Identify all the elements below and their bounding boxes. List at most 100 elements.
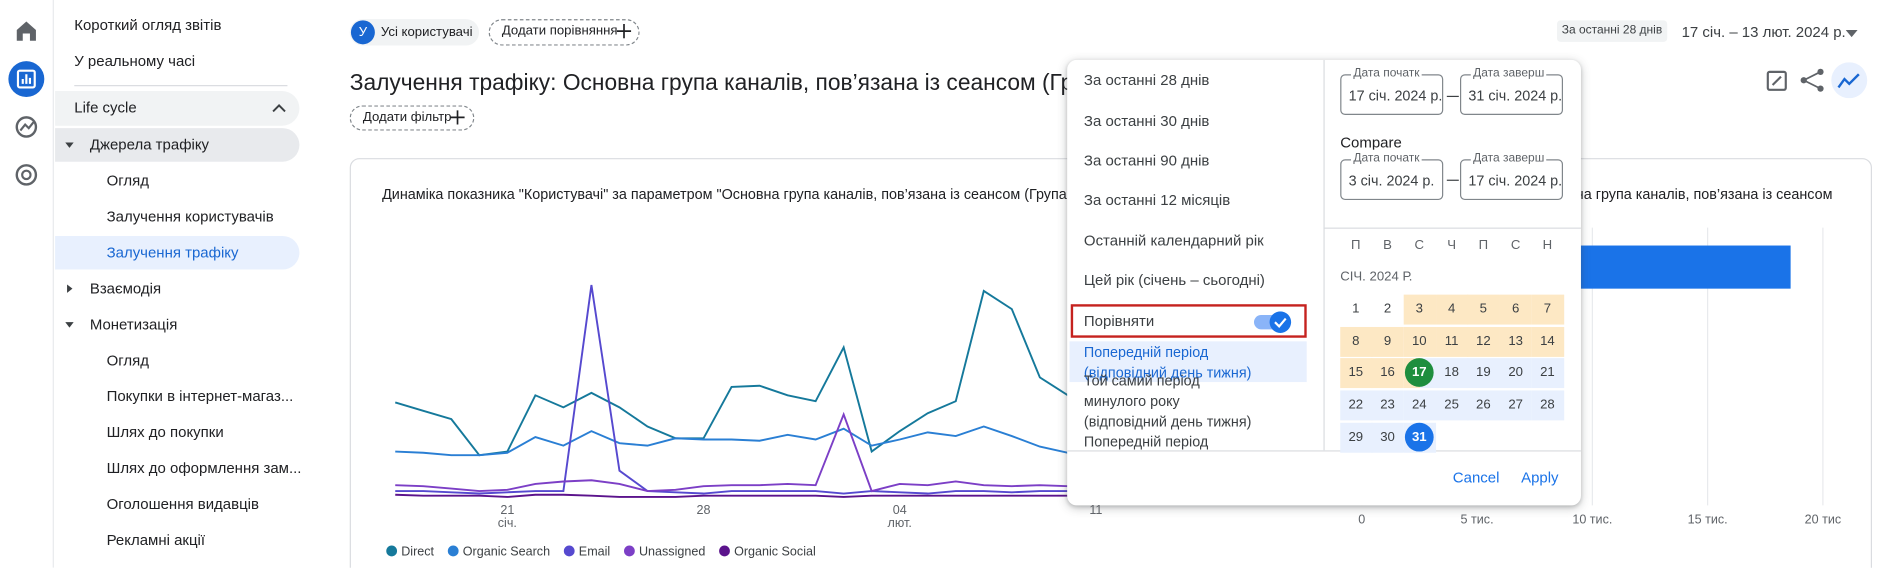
home-icon[interactable] [16, 21, 36, 41]
series-line [394, 289, 1097, 457]
date-field[interactable]: Дата заверш 17 січ. 2024 р. [1459, 149, 1563, 201]
nav-item[interactable]: Огляд [106, 352, 149, 369]
preset[interactable]: За останні 28 днів [1083, 71, 1210, 89]
day[interactable]: 21 [1540, 365, 1555, 380]
nav-item[interactable]: Огляд [106, 172, 149, 190]
group-bg [55, 128, 300, 162]
day[interactable]: 28 [1540, 397, 1555, 413]
day[interactable]: 20 [1508, 365, 1524, 380]
day[interactable]: 29 [1348, 429, 1364, 445]
advertising-icon[interactable] [15, 164, 38, 186]
legend-swatch [386, 545, 398, 557]
day[interactable]: 31 [1411, 429, 1427, 445]
date-range[interactable]: 17 січ. – 13 лют. 2024 р. [1681, 23, 1846, 41]
legend-label: Unassigned [639, 545, 705, 559]
x-tick-label: 20 тис [1805, 512, 1842, 526]
compare-option[interactable]: Попередній період (відповідний день тижн… [1083, 343, 1252, 381]
day[interactable]: 19 [1476, 365, 1491, 380]
preset[interactable]: За останні 90 днів [1083, 152, 1210, 169]
day[interactable]: 6 [1512, 301, 1520, 317]
nav-item[interactable]: Покупки в інтернет-магаз... [106, 388, 294, 405]
option-highlight [1069, 341, 1307, 383]
day[interactable]: 2 [1383, 301, 1392, 317]
preset[interactable]: За останні 30 днів [1083, 112, 1210, 130]
compare-label[interactable]: Порівняти [1083, 312, 1155, 330]
weekday: П [1351, 238, 1361, 253]
compare-option[interactable]: Попередній період [1083, 433, 1209, 451]
day[interactable]: 13 [1508, 334, 1524, 349]
day[interactable]: 14 [1540, 334, 1555, 349]
day[interactable]: 26 [1476, 397, 1491, 413]
insights-icon[interactable] [1831, 62, 1868, 99]
range-cell [1339, 357, 1373, 388]
x-tick-label: 15 тис. [1688, 512, 1728, 526]
date-caret[interactable] [1845, 29, 1858, 38]
nav-item[interactable]: Life cycle [74, 99, 137, 117]
day[interactable]: 4 [1447, 301, 1456, 317]
nav-item[interactable]: Оголошення видавців [106, 495, 259, 513]
add-filter-label: Додати фільтр [362, 110, 452, 125]
picker-column-divider [1323, 59, 1325, 451]
preset[interactable]: Цей рік (січень – сьогодні) [1083, 271, 1265, 289]
date-field[interactable]: Дата початк 17 січ. 2024 р. [1340, 64, 1444, 115]
day[interactable]: 17 [1411, 365, 1427, 380]
advertising-glyph [21, 169, 32, 181]
day[interactable]: 5 [1479, 301, 1488, 317]
nav-item[interactable]: Шлях до покупки [106, 423, 224, 441]
customize-icon[interactable] [1766, 70, 1787, 91]
explore-icon[interactable] [15, 116, 38, 138]
day[interactable]: 23 [1380, 397, 1395, 413]
cancel-button[interactable]: Cancel [1452, 469, 1500, 487]
weekday: Ч [1447, 238, 1457, 253]
apply-button[interactable]: Apply [1521, 469, 1559, 487]
compare-option[interactable]: Той самий період минулого року (відповід… [1083, 372, 1252, 430]
day[interactable]: 25 [1444, 397, 1459, 413]
series-line [395, 425, 1097, 457]
weekday: Н [1542, 238, 1553, 253]
range-cell [1435, 326, 1468, 357]
day[interactable]: 15 [1348, 365, 1364, 380]
day[interactable]: 10 [1411, 334, 1427, 349]
day[interactable]: 30 [1380, 429, 1395, 445]
nav-item[interactable]: Джерела трафіку [89, 136, 210, 154]
rail-icons [8, 21, 45, 186]
day[interactable]: 3 [1415, 301, 1423, 317]
preset[interactable]: За останні 12 місяців [1083, 191, 1231, 209]
day[interactable]: 7 [1543, 301, 1552, 317]
day[interactable]: 11 [1444, 334, 1459, 349]
day[interactable]: 9 [1383, 334, 1392, 349]
nav-item[interactable]: Залучення користувачів [106, 208, 274, 226]
range-cell [1499, 294, 1532, 324]
day[interactable]: 27 [1508, 397, 1524, 413]
date-field[interactable]: Дата заверш 31 січ. 2024 р. [1459, 64, 1563, 115]
nav: Короткий огляд звітів У реальному часі Lif… [54, 0, 323, 568]
legend-swatch [447, 545, 459, 557]
day[interactable]: 22 [1348, 397, 1364, 413]
nav-item[interactable]: Шлях до оформлення зам... [106, 459, 302, 477]
nav-item[interactable]: Залучення трафіку [106, 244, 239, 262]
day[interactable]: 8 [1352, 334, 1360, 349]
x-tick-label: 0 [1358, 512, 1365, 526]
nav-item[interactable]: У реальному часі [74, 52, 196, 70]
day[interactable]: 24 [1411, 397, 1427, 413]
range-cell [1467, 357, 1500, 388]
date-field-value: 17 січ. 2024 р. [1468, 172, 1563, 190]
add-comparison[interactable] [488, 19, 640, 46]
nav-item[interactable]: Рекламні акції [106, 531, 206, 549]
nav-item[interactable]: Взаємодія [89, 280, 162, 298]
weekday: П [1478, 238, 1489, 253]
day[interactable]: 18 [1444, 365, 1459, 380]
add-filter[interactable] [349, 105, 475, 131]
date-field-label: Дата заверш [1470, 149, 1547, 169]
range-cell [1371, 422, 1404, 453]
nav-item[interactable]: Монетизація [89, 316, 178, 333]
day[interactable]: 12 [1476, 334, 1491, 349]
compare-toggle[interactable] [1253, 311, 1292, 333]
nav-item[interactable]: Короткий огляд звітів [74, 16, 222, 34]
preset[interactable]: Останній календарний рік [1083, 232, 1264, 250]
day[interactable]: 16 [1380, 365, 1395, 380]
range-cell [1435, 389, 1468, 420]
date-field[interactable]: Дата початк 3 січ. 2024 р. [1340, 149, 1444, 201]
day[interactable]: 1 [1352, 301, 1360, 317]
